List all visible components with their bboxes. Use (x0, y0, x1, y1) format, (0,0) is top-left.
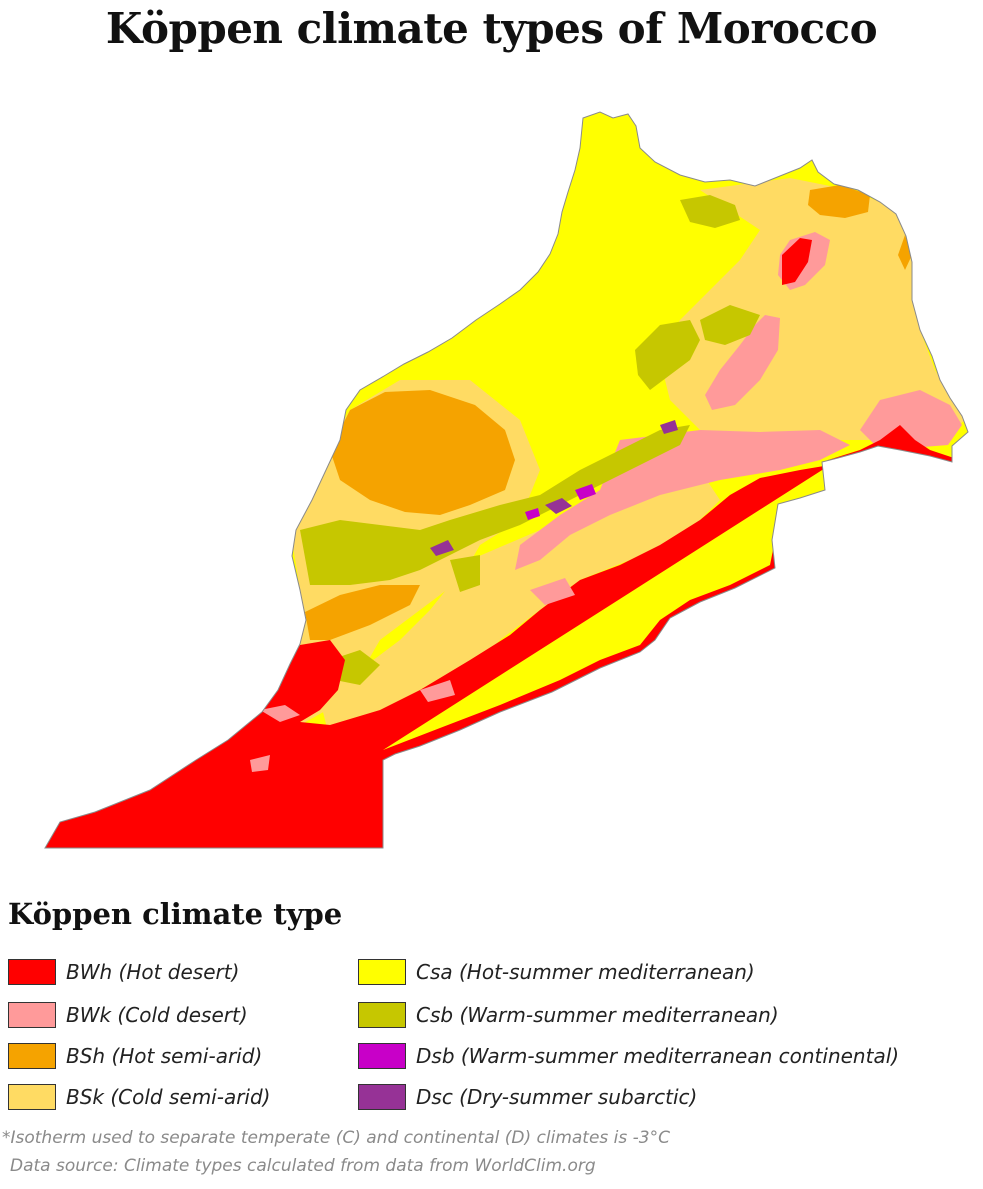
legend-item-dsc: Dsc (Dry-summer subarctic) (358, 1083, 697, 1111)
legend-label-bwk: BWk (Cold desert) (66, 1003, 248, 1027)
legend-title: Köppen climate type (8, 897, 343, 931)
legend-swatch-dsc (358, 1084, 406, 1110)
legend-swatch-csb (358, 1002, 406, 1028)
legend-item-bwh: BWh (Hot desert) (8, 958, 239, 986)
legend-swatch-bsk (8, 1084, 56, 1110)
legend-label-dsb: Dsb (Warm-summer mediterranean continent… (416, 1044, 900, 1068)
legend-label-bsk: BSk (Cold semi-arid) (66, 1085, 271, 1109)
data-source-note: Data source: Climate types calculated fr… (10, 1156, 596, 1176)
legend-item-csb: Csb (Warm-summer mediterranean) (358, 1001, 779, 1029)
country-outline (44, 111, 969, 849)
legend-item-csa: Csa (Hot-summer mediterranean) (358, 958, 755, 986)
isotherm-note: *Isotherm used to separate temperate (C)… (2, 1128, 670, 1148)
legend-label-csb: Csb (Warm-summer mediterranean) (416, 1003, 779, 1027)
legend-swatch-csa (358, 959, 406, 985)
legend-item-bsk: BSk (Cold semi-arid) (8, 1083, 270, 1111)
legend-label-bsh: BSh (Hot semi-arid) (66, 1044, 263, 1068)
legend-item-dsb: Dsb (Warm-summer mediterranean continent… (358, 1042, 899, 1070)
legend-item-bwk: BWk (Cold desert) (8, 1001, 248, 1029)
legend-swatch-bsh (8, 1043, 56, 1069)
morocco-climate-map (44, 111, 969, 849)
map-title: Köppen climate types of Morocco (105, 4, 878, 53)
legend-swatch-bwh (8, 959, 56, 985)
legend-item-bsh: BSh (Hot semi-arid) (8, 1042, 262, 1070)
legend-label-dsc: Dsc (Dry-summer subarctic) (416, 1085, 698, 1109)
legend-swatch-bwk (8, 1002, 56, 1028)
legend-label-bwh: BWh (Hot desert) (66, 960, 240, 984)
legend-label-csa: Csa (Hot-summer mediterranean) (416, 960, 755, 984)
legend-swatch-dsb (358, 1043, 406, 1069)
